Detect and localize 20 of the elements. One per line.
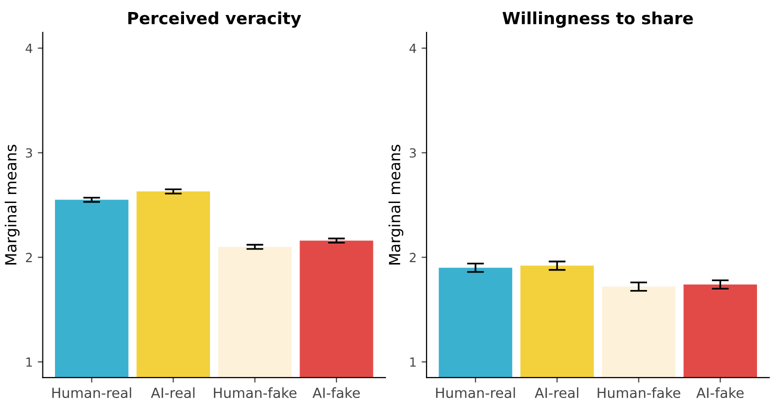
y-tick-label: 3 (26, 148, 32, 158)
y-tick-label: 4 (26, 44, 32, 53)
x-tick-label: AI-fake (696, 387, 744, 398)
x-tick-label: Human-real (436, 387, 515, 398)
x-tick-label: Human-fake (598, 387, 680, 398)
y-tick-label: 1 (26, 358, 32, 367)
x-tick-label: Human-fake (214, 387, 296, 398)
x-tick-label: AI-real (150, 387, 194, 398)
x-tick-label: Human-real (52, 387, 132, 398)
y-tick-label: 3 (410, 148, 416, 158)
y-tick-label: 2 (410, 252, 416, 262)
y-axis-title: Marginal means (4, 144, 20, 264)
y-tick-label: 2 (26, 252, 32, 262)
x-tick-label: AI-fake (312, 387, 360, 398)
y-axis-title: Marginal means (388, 144, 404, 264)
x-tick-label: AI-real (534, 387, 578, 398)
y-tick-label: 1 (410, 358, 416, 367)
chart-title: Willingness to share (502, 11, 693, 28)
y-tick-label: 4 (409, 44, 416, 53)
chart-title: Perceived veracity (128, 11, 302, 28)
